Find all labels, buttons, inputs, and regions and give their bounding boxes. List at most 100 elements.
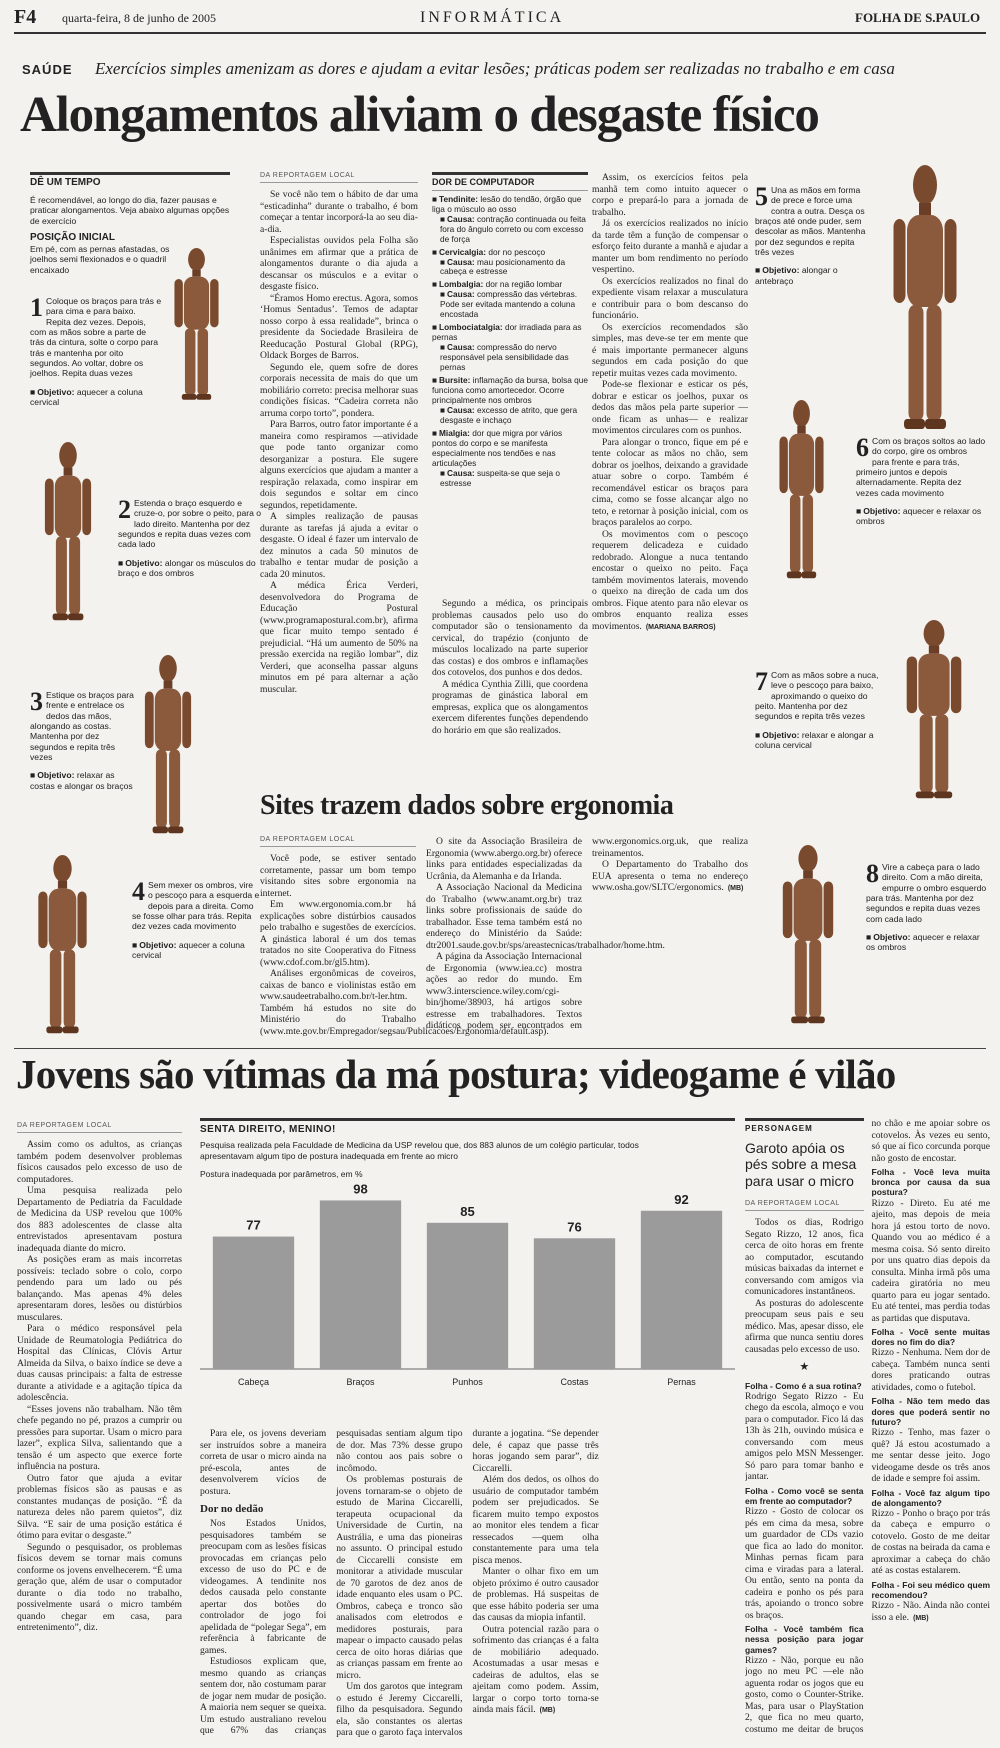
answer: Rizzo - Direto. Eu até me ajeito, mas de… [871, 1197, 991, 1324]
signature: (MB) [913, 1614, 929, 1622]
question: Folha - Como é a sua rotina? [745, 1380, 862, 1391]
objective-text: aquecer e relaxar os ombros [866, 931, 980, 953]
cause-label: Causa: [440, 214, 475, 224]
step-number: 7 [755, 667, 768, 696]
x-tick-label: Pernas [667, 1377, 696, 1387]
paragraph: A Associação Nacional da Medicina do Tra… [426, 882, 665, 951]
step: 3 Estique os braços para frente e entrela… [30, 689, 138, 791]
question: Folha - Foi seu médico quem recomendou? [871, 1579, 991, 1601]
cause: Causa: excesso de atrito, que gera desga… [432, 405, 588, 426]
paragraph: Para ele, os jovens deveriam ser instruí… [200, 1428, 327, 1497]
subhead: Dor no dedão [200, 1503, 264, 1515]
paragraph: Os movimentos com o pescoço requerem del… [592, 528, 748, 632]
cause-label: Causa: [440, 468, 475, 478]
paragraph: A médica Cynthia Zilli, que coordena pro… [432, 678, 588, 736]
cause-text: compressão do nervo responsável pela sen… [440, 342, 569, 373]
paragraph: O Departamento do Trabalho dos EUA apres… [592, 859, 748, 893]
paragraph: “Éramos Homo erectus. Agora, somos ‘Homu… [260, 292, 418, 362]
term: Cervicalgia: [432, 247, 486, 257]
byline: DA REPORTAGEM LOCAL [260, 172, 418, 184]
section: INFORMÁTICA [420, 9, 565, 26]
paragraph: Além dos dedos, os olhos do usuário de c… [472, 1474, 599, 1566]
term: Bursite: [432, 375, 470, 385]
term-desc: dor que migra por vários pontos do corpo… [432, 427, 563, 468]
header-rule [14, 32, 986, 34]
objective-text: aquecer a coluna cervical [132, 939, 245, 960]
term-desc: lesão do tendão, órgão que liga o múscul… [432, 193, 582, 214]
paragraph: Já os exercícios realizados no início da… [592, 218, 748, 275]
cause: Causa: compressão das vértebras. Pode se… [432, 289, 588, 320]
objective-label: Objetivo: [866, 932, 910, 942]
cause-text: compressão das vértebras. Pode ser evita… [440, 289, 578, 320]
question: Folha - Você faz algum tipo de alongamen… [871, 1487, 991, 1508]
paragraph: As posturas do adolescente preocupam seu… [745, 1297, 864, 1355]
term-desc: inflamação da bursa, bolsa que funciona … [432, 375, 588, 405]
step: 6 Com os braços soltos ao lado do corpo, … [856, 435, 986, 527]
step-text: Estique os braços para frente e entrelac… [30, 690, 134, 762]
bar [640, 1211, 723, 1370]
paragraph: Para Barros, outro fator importante é a … [260, 419, 418, 511]
bar [212, 1236, 295, 1370]
paragraph: Os exercícios realizados no final do exp… [592, 275, 748, 322]
step-objective: Objetivo: aquecer e relaxar os ombros [856, 506, 986, 527]
paragraph: Manter o olhar fixo em um objeto próximo… [472, 1566, 599, 1623]
sidebar-intro: É recomendável, ao longo do dia, fazer p… [30, 195, 230, 226]
paragraph: Nos Estados Unidos, pesquisadores também… [200, 1518, 327, 1656]
paper-name: FOLHA DE S.PAULO [855, 10, 981, 25]
step-number: 8 [866, 859, 879, 888]
figure [906, 620, 962, 799]
paragraph: Segundo a médica, os principais problema… [432, 598, 588, 678]
paragraph: Segundo o pesquisador, os problemas físi… [17, 1541, 182, 1634]
answer: Rizzo - Não. Ainda não contei isso a ele… [871, 1600, 991, 1623]
paragraph: Os problemas posturais de jovens tornara… [336, 1474, 463, 1681]
byline: DA REPORTAGEM LOCAL [260, 836, 416, 848]
value-label: 85 [460, 1204, 474, 1219]
step: 1 Coloque os braços para trás e para cima… [30, 295, 162, 407]
interview: Folha - Como é a sua rotina? Rodrigo Sega… [745, 1118, 990, 1746]
profile-label: PERSONAGEM [745, 1118, 864, 1134]
objective-text: aquecer e relaxar os ombros [856, 505, 982, 527]
value-label: 77 [246, 1218, 260, 1233]
paragraph: Um dos garotos que integram o estudo é J… [336, 1428, 599, 1738]
answer: Rizzo - Não, porque eu não jogo no meu P… [745, 1118, 990, 1735]
paragraph: Para alongar o tronco, fique em pé e ten… [592, 436, 748, 529]
bar [319, 1200, 402, 1370]
byline: DA REPORTAGEM LOCAL [745, 1200, 864, 1212]
term: Lombociatalgia: [432, 322, 503, 332]
signature: (MARIANA BARROS) [645, 623, 716, 631]
cause-label: Causa: [440, 289, 475, 299]
term-desc: dor na região lombar [485, 279, 563, 290]
signature: (MB) [539, 1707, 556, 1714]
step-objective: Objetivo: alongar os músculos do braço e… [118, 558, 268, 579]
objective-text: relaxar e alongar a coluna cervical [755, 729, 874, 750]
objective-label: Objetivo: [30, 770, 74, 780]
step-objective: Objetivo: relaxar e alongar a coluna cer… [755, 730, 883, 751]
paragraph: Especialistas ouvidos pela Folha são unâ… [260, 235, 418, 293]
cause-label: Causa: [440, 405, 475, 415]
paragraph: As posições eram as mais incorretas poss… [17, 1254, 182, 1323]
step-number: 2 [118, 495, 131, 524]
objective-text: aquecer a coluna cervical [30, 386, 143, 407]
cause-text: contração continuada ou feita fora do ân… [440, 213, 586, 244]
position-text: Em pé, com as pernas afastadas, os joelh… [30, 243, 170, 275]
box-item: Lombalgia: dor na região lombarCausa: co… [432, 279, 588, 320]
paragraph: Se você não tem o hábito de dar uma “est… [260, 189, 418, 235]
step-text: Sem mexer os ombros, vire o pescoço para… [132, 880, 260, 932]
cause-text: suspeita-se que seja o estresse [440, 467, 561, 488]
paragraph: Os exercícios recomendados são simples, … [592, 321, 748, 379]
step-text: Com os braços soltos ao lado do corpo, g… [856, 436, 986, 498]
term: Mialgia: [432, 428, 470, 438]
answer: Rizzo - Nenhuma. Nem dor de cabeça. Tamb… [871, 1347, 991, 1393]
objective-label: Objetivo: [755, 730, 799, 740]
headline: Alongamentos aliviam o desgaste físico [20, 87, 820, 143]
term: Tendinite: [432, 194, 478, 204]
step-objective: Objetivo: alongar o antebraço [755, 265, 867, 286]
paragraph: “Esses jovens não trabalham. Não têm che… [17, 1403, 182, 1473]
body-columns: DA REPORTAGEM LOCAL Você pode, se estive… [260, 836, 748, 1040]
step-text: Vire a cabeça para o lado direito. Com a… [866, 862, 987, 924]
answer: Rizzo - Tenho, mas fazer o quê? Já estou… [871, 1427, 991, 1484]
paragraph: A simples realização de pausas durante a… [260, 511, 418, 580]
step-objective: Objetivo: relaxar as costas e alongar os… [30, 770, 138, 791]
box-item: Tendinite: lesão do tendão, órgão que li… [432, 193, 588, 245]
